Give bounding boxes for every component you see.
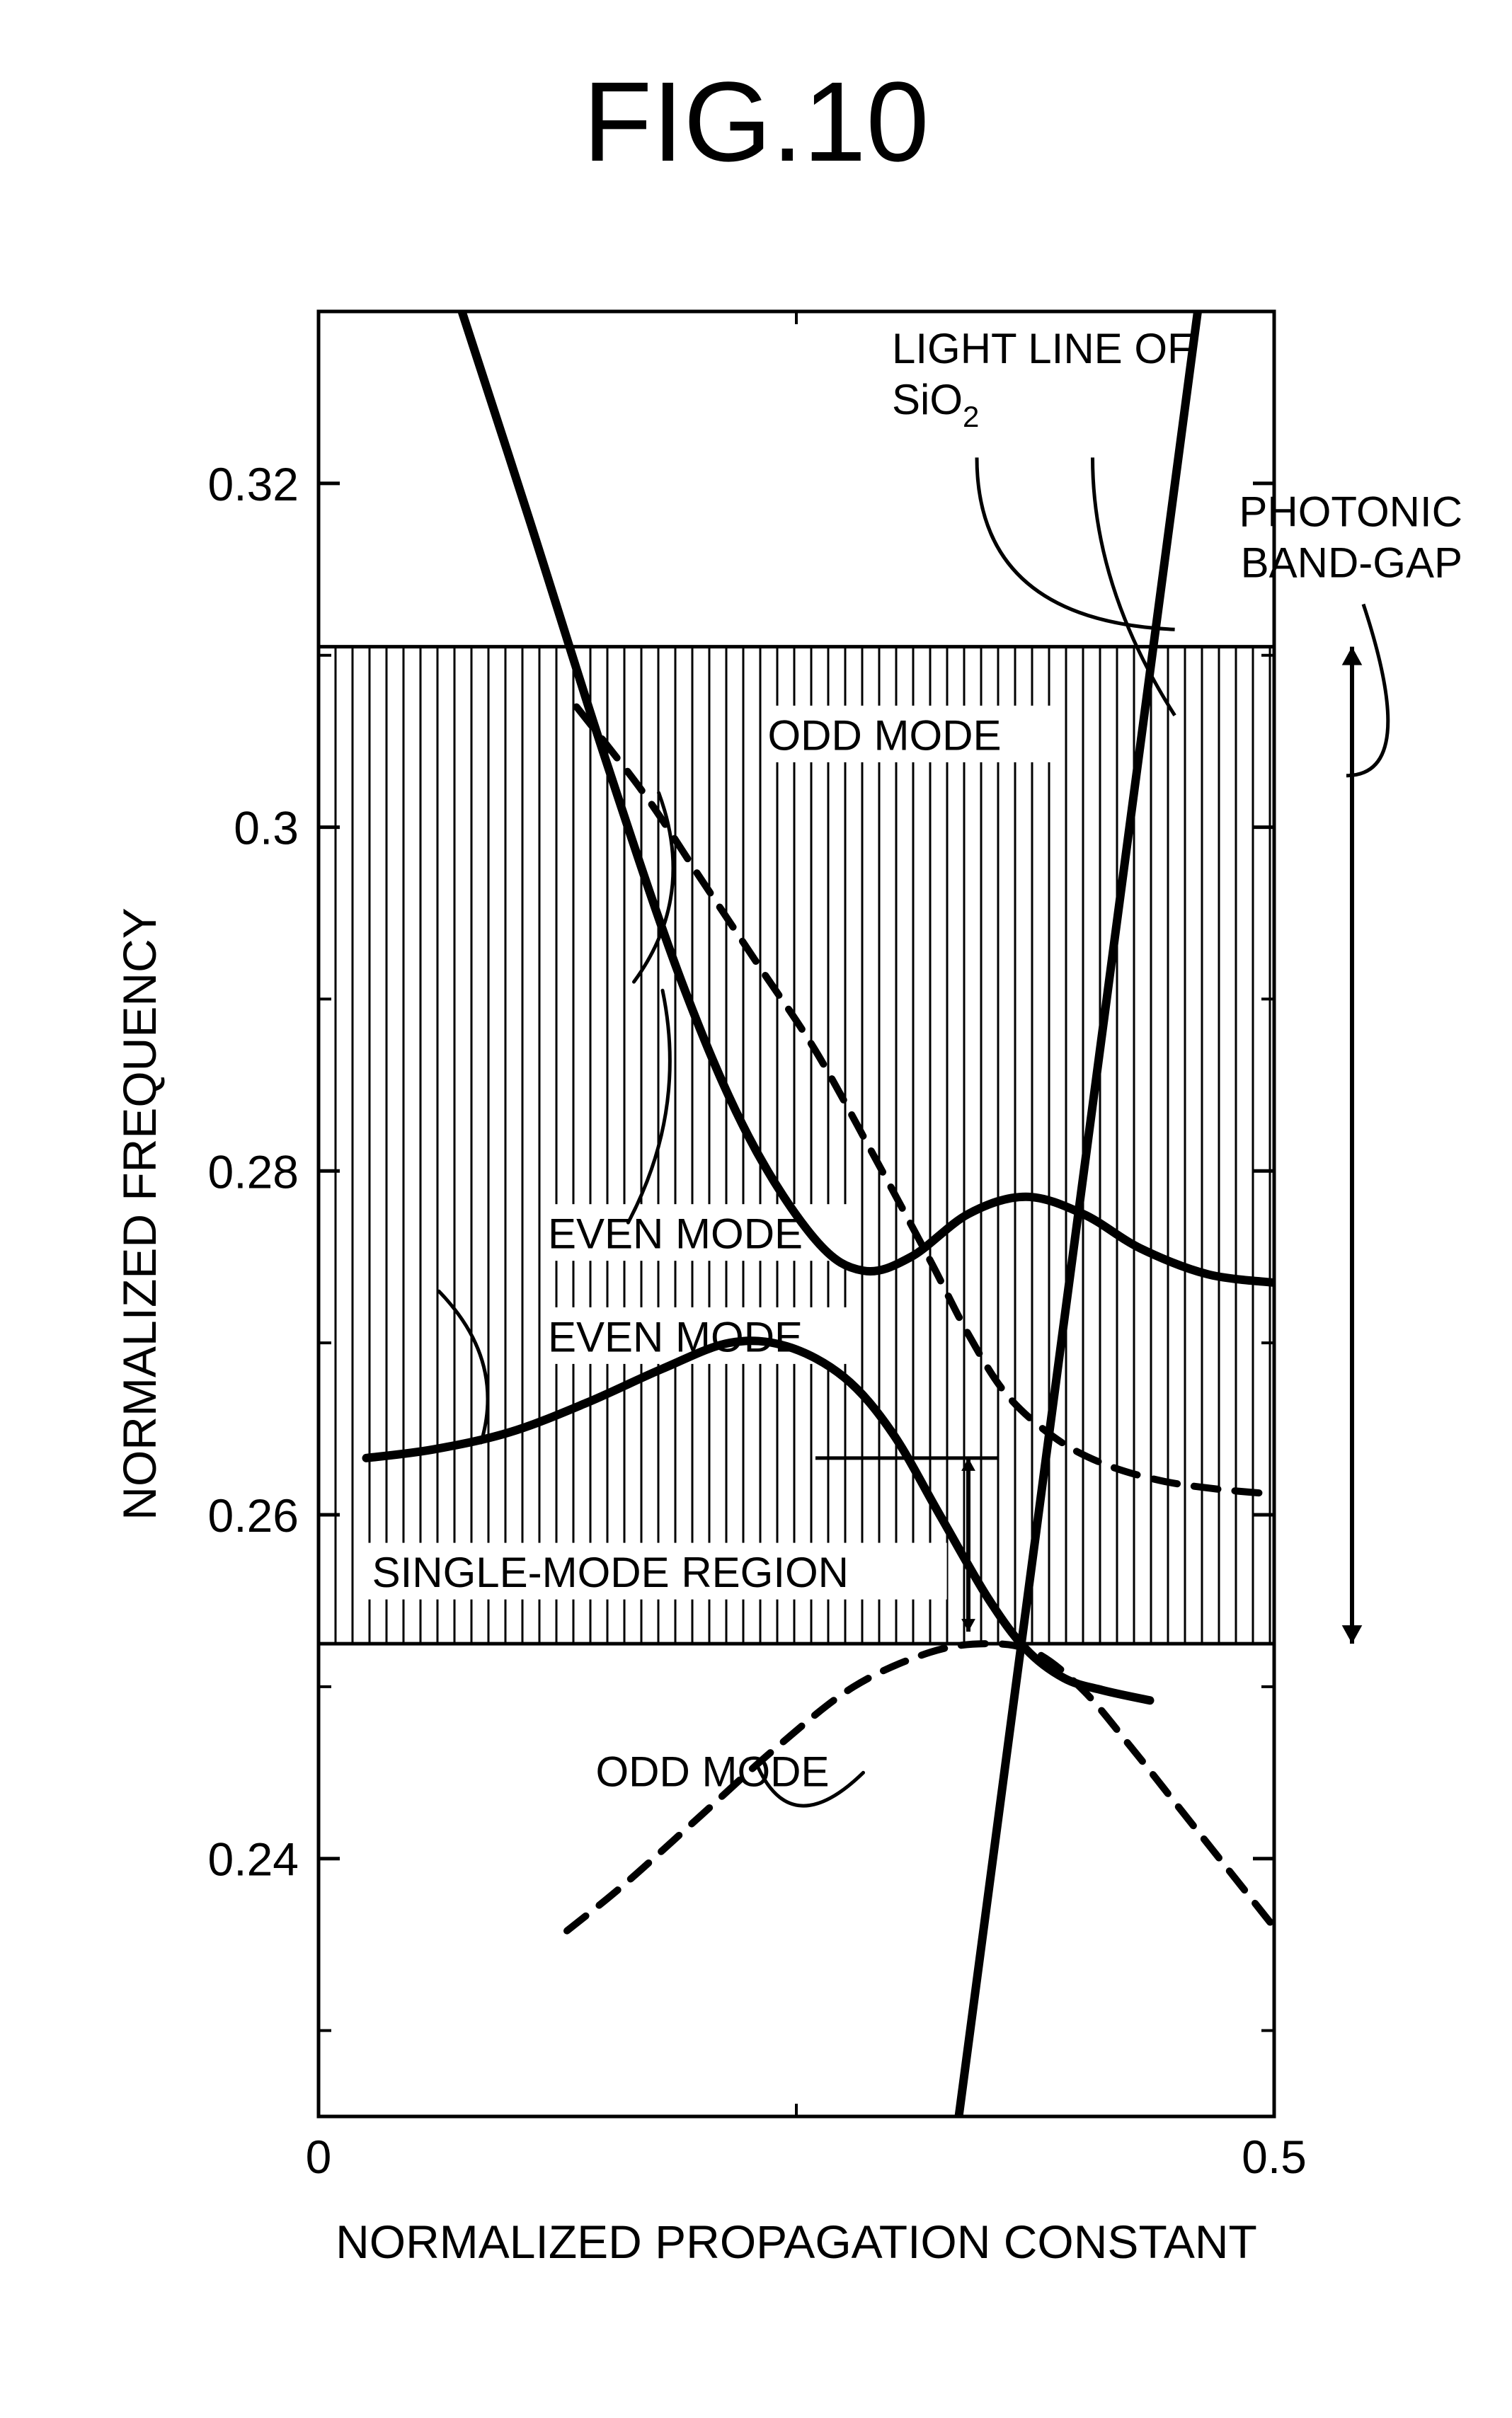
ytick-label: 0.3 bbox=[234, 802, 299, 854]
ytick-label: 0.32 bbox=[208, 458, 299, 510]
xtick-label: 0.5 bbox=[1242, 2131, 1307, 2183]
odd-mode-lower-label: ODD MODE bbox=[596, 1748, 830, 1796]
odd-mode-upper-label: ODD MODE bbox=[768, 711, 1002, 759]
ytick-label: 0.24 bbox=[208, 1833, 299, 1886]
chart-svg: 0.24 0.26 0.28 0.3 0.32 0 0.5 NORMALIZED FREQUE… bbox=[42, 255, 1470, 2378]
page: FIG.10 0.24 0.26 0.28 0.3 0.32 0 0.5 NORMALIZED… bbox=[0, 0, 1512, 2418]
single-mode-region-label: SINGLE-MODE REGION bbox=[372, 1549, 849, 1596]
ytick-label: 0.26 bbox=[208, 1489, 299, 1542]
xtick-label: 0 bbox=[306, 2131, 332, 2183]
x-axis-label: NORMALIZED PROPAGATION CONSTANT bbox=[336, 2216, 1257, 2268]
even-mode-lower-label: EVEN MODE bbox=[548, 1313, 803, 1360]
photonic-bandgap-label-1: PHOTONIC bbox=[1239, 488, 1462, 536]
ytick-label: 0.28 bbox=[208, 1145, 299, 1198]
even-mode-upper-curve bbox=[462, 311, 1275, 1283]
light-line-label-2: SiO2 bbox=[892, 376, 979, 433]
photonic-bandgap-label-2: BAND-GAP bbox=[1241, 539, 1462, 587]
figure-title: FIG.10 bbox=[0, 57, 1512, 187]
odd-mode-upper-curve bbox=[577, 707, 1275, 1494]
y-axis-label: NORMALIZED FREQUENCY bbox=[113, 907, 166, 1520]
light-line-label-1: LIGHT LINE OF bbox=[892, 325, 1193, 372]
even-mode-upper-label: EVEN MODE bbox=[548, 1210, 803, 1258]
